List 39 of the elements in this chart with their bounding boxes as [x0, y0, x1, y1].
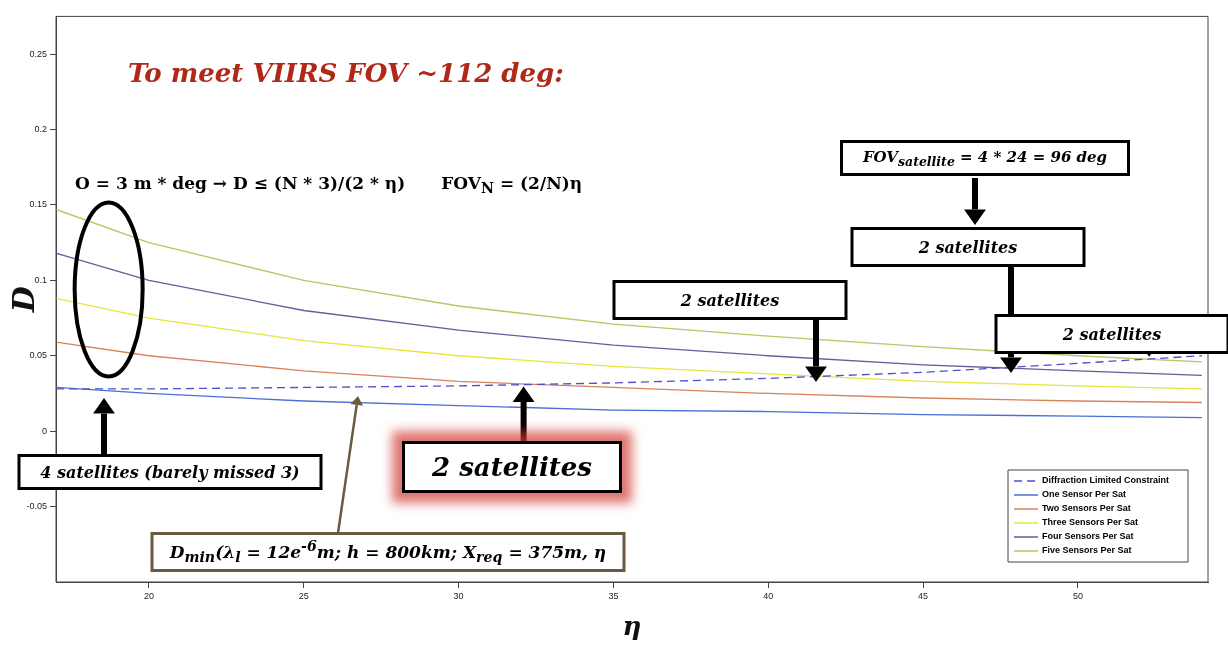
annotation: 2 satellites [432, 452, 592, 482]
x-tick-label: 20 [143, 590, 154, 601]
x-tick-label: 45 [918, 590, 929, 601]
label-box: 2 satellites [850, 227, 1086, 267]
annotation: FOV$_{satellite}$ = 4 * 24 = 96 deg [862, 147, 1108, 169]
y-axis-title: D [5, 286, 41, 314]
annotation: 2 satellites [680, 290, 780, 310]
label-box: 2 satellites [402, 441, 622, 493]
text: To meet VIIRS FOV ~112 deg: [128, 58, 564, 89]
x-tick-label: 25 [298, 590, 309, 601]
y-tick-label: -0.05 [26, 501, 47, 512]
label-box: 4 satellites (barely missed 3) [17, 454, 323, 490]
label-box: D$_{min}$(λ$_{l}$ = 12e$^{-6}$m; h = 800km; X$_{req}$ = 375m, η [150, 532, 626, 572]
annotation: O = 3 m * deg → D ≤ (N * 3)/(2 * η) [75, 173, 406, 195]
x-tick-label: 50 [1072, 590, 1083, 601]
label-box: FOV$_{satellite}$ = 4 * 24 = 96 deg [840, 140, 1130, 176]
legend-label: Three Sensors Per Sat [1042, 517, 1139, 528]
legend-label: Four Sensors Per Sat [1042, 531, 1134, 542]
x-tick-label: 40 [763, 590, 774, 601]
legend-label: Five Sensors Per Sat [1042, 545, 1132, 556]
x-tick-label: 35 [608, 590, 619, 601]
y-tick-label: 0.1 [34, 274, 47, 285]
x-tick-label: 30 [453, 590, 464, 601]
y-tick-label: 0 [41, 425, 47, 436]
y-tick-label: 0.05 [29, 350, 47, 361]
x-axis-title: η [622, 611, 642, 642]
y-tick-label: 0.2 [34, 124, 47, 134]
y-tick-label: 0.15 [29, 199, 47, 210]
legend-label: Two Sensors Per Sat [1042, 503, 1131, 514]
legend-label: Diffraction Limited Constraint [1042, 475, 1170, 486]
annotation: FOV$_{N}$ = (2/N)η [441, 173, 583, 197]
y-tick-label: 0.25 [29, 48, 47, 59]
label-box: 2 satellites [612, 280, 848, 320]
annotation: 2 satellites [918, 237, 1018, 257]
legend-label: One Sensor Per Sat [1042, 489, 1127, 500]
line-series [56, 355, 1203, 390]
annotation: 4 satellites (barely missed 3) [40, 462, 300, 482]
annotation: 2 satellites [1062, 324, 1162, 344]
label-box: 2 satellites [994, 314, 1228, 354]
